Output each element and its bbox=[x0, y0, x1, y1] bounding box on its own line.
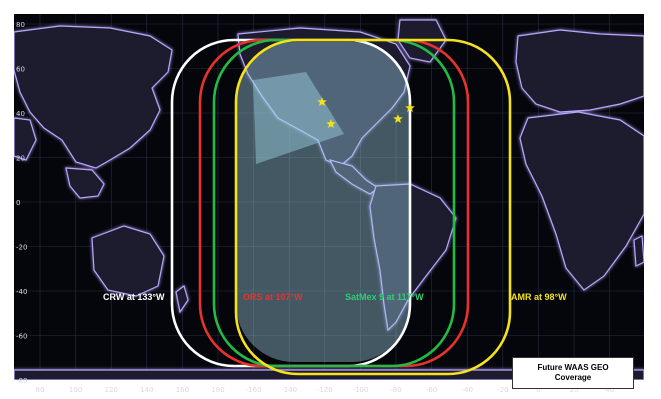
star-icon bbox=[405, 103, 415, 112]
longitude-tick-label: 80 bbox=[36, 386, 45, 394]
land-new-zealand bbox=[175, 284, 189, 314]
longitude-tick-label: 160 bbox=[176, 386, 189, 394]
longitude-tick-label: -120 bbox=[317, 386, 333, 394]
longitude-tick-label: 20 bbox=[570, 386, 579, 394]
coverage-overlap bbox=[236, 42, 410, 362]
legend-line-1: Future WAAS GEO bbox=[537, 363, 609, 372]
latitude-tick-label: -60 bbox=[16, 333, 27, 341]
longitude-tick-label: -80 bbox=[390, 386, 401, 394]
latitude-tick-label: 0 bbox=[16, 199, 20, 207]
star-icon bbox=[326, 119, 336, 128]
alaska-region bbox=[253, 72, 344, 164]
ors-label: ORS at 107°W bbox=[243, 292, 303, 302]
legend-box: Future WAAS GEO Coverage bbox=[512, 357, 634, 389]
latitude-tick-label: -20 bbox=[16, 244, 27, 252]
amr-label: AMR at 98°W bbox=[511, 292, 567, 302]
longitude-tick-label: 100 bbox=[69, 386, 82, 394]
axis-ticks: 80 100 120 140 160 180 -160 -140 -120 -100 -80 -60 -… bbox=[16, 21, 614, 394]
land-australia bbox=[91, 225, 165, 297]
land-north-america bbox=[237, 27, 411, 167]
latitude-tick-label: 80 bbox=[16, 21, 25, 29]
longitude-tick-label: -20 bbox=[497, 386, 508, 394]
satmex-label: SatMex 9 at 117°W bbox=[345, 292, 424, 302]
latitude-tick-label: 60 bbox=[16, 66, 25, 74]
latitude-tick-label: 20 bbox=[16, 155, 25, 163]
longitude-tick-label: 120 bbox=[105, 386, 118, 394]
longitude-tick-label: 180 bbox=[211, 386, 224, 394]
longitude-tick-label: 140 bbox=[140, 386, 153, 394]
land-africa bbox=[519, 111, 644, 291]
latitude-tick-label: -40 bbox=[16, 288, 27, 296]
longitude-tick-label: 40 bbox=[605, 386, 614, 394]
star-icon bbox=[393, 114, 403, 123]
crw-label: CRW at 133°W bbox=[103, 292, 165, 302]
land-madagascar bbox=[633, 235, 644, 267]
reference-stations bbox=[317, 97, 415, 128]
land-india bbox=[14, 117, 37, 161]
longitude-tick-label: -160 bbox=[246, 386, 262, 394]
latitude-tick-label: 40 bbox=[16, 110, 25, 118]
star-icon bbox=[317, 97, 327, 106]
coverage-footprints bbox=[170, 38, 512, 376]
longitude-tick-label: -140 bbox=[281, 386, 297, 394]
amr-footprint bbox=[234, 38, 512, 376]
land-asia bbox=[14, 25, 173, 169]
land-europe bbox=[515, 29, 644, 113]
longitude-tick-label: -40 bbox=[461, 386, 472, 394]
longitude-tick-label: -100 bbox=[352, 386, 368, 394]
land-south-america bbox=[369, 183, 457, 332]
legend-line-2: Coverage bbox=[554, 373, 592, 382]
longitude-tick-label: 0 bbox=[536, 386, 540, 394]
latitude-tick-label: -80 bbox=[16, 377, 27, 385]
land-southeast-asia bbox=[65, 167, 105, 199]
longitude-tick-label: -60 bbox=[426, 386, 437, 394]
